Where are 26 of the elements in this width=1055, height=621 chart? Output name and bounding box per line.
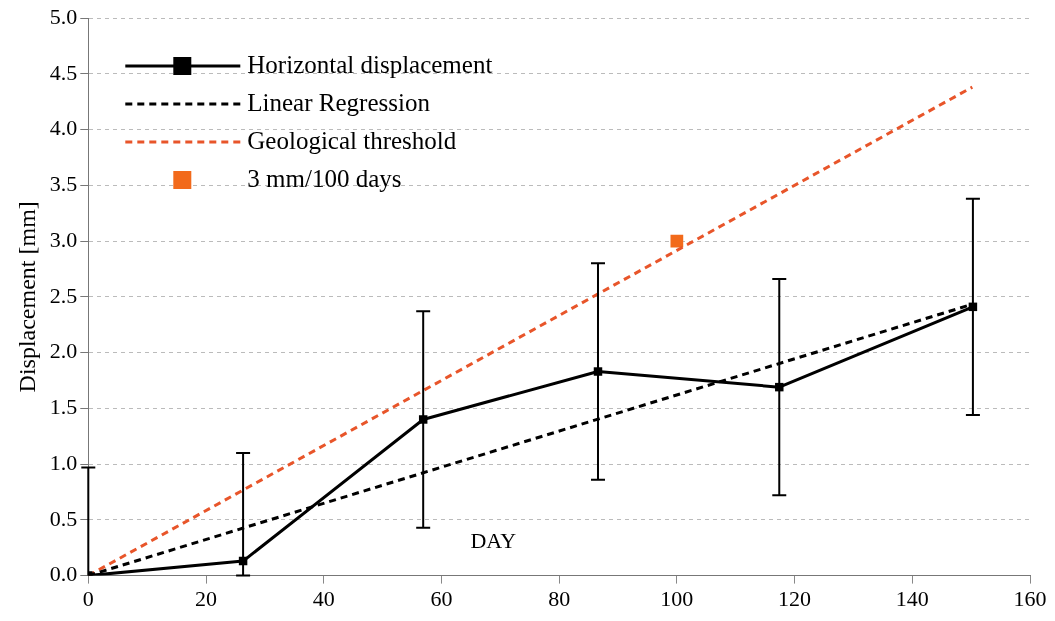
- y-tick-label: 0.0: [49, 561, 78, 587]
- y-tick-label: 5.0: [49, 3, 78, 29]
- legend-label: Horizontal displacement: [247, 50, 493, 78]
- y-tick-label: 2.0: [49, 338, 78, 364]
- x-tick-label: 20: [195, 585, 218, 611]
- x-tick-label: 140: [895, 585, 929, 611]
- legend-label: Linear Regression: [247, 88, 431, 116]
- y-tick-label: 4.5: [49, 59, 78, 85]
- x-tick-label: 0: [82, 585, 94, 611]
- x-tick-label: 60: [430, 585, 453, 611]
- y-tick-label: 1.0: [49, 449, 78, 475]
- legend-label: 3 mm/100 days: [247, 164, 402, 192]
- point: [670, 234, 684, 248]
- y-tick-label: 2.5: [49, 282, 78, 308]
- x-tick-label: 80: [548, 585, 571, 611]
- y-tick-label: 3.0: [49, 226, 78, 252]
- x-tick-label: 120: [778, 585, 812, 611]
- y-axis-title: Displacement [mm]: [13, 201, 40, 393]
- y-tick-label: 4.0: [49, 115, 78, 141]
- y-tick-label: 3.5: [49, 171, 78, 197]
- legend-label: Geological threshold: [247, 126, 457, 154]
- x-tick-label: 100: [660, 585, 694, 611]
- x-tick-label: 40: [312, 585, 335, 611]
- y-tick-label: 1.5: [49, 394, 78, 420]
- y-tick-label: 0.5: [49, 505, 78, 531]
- x-tick-label: 160: [1013, 585, 1047, 611]
